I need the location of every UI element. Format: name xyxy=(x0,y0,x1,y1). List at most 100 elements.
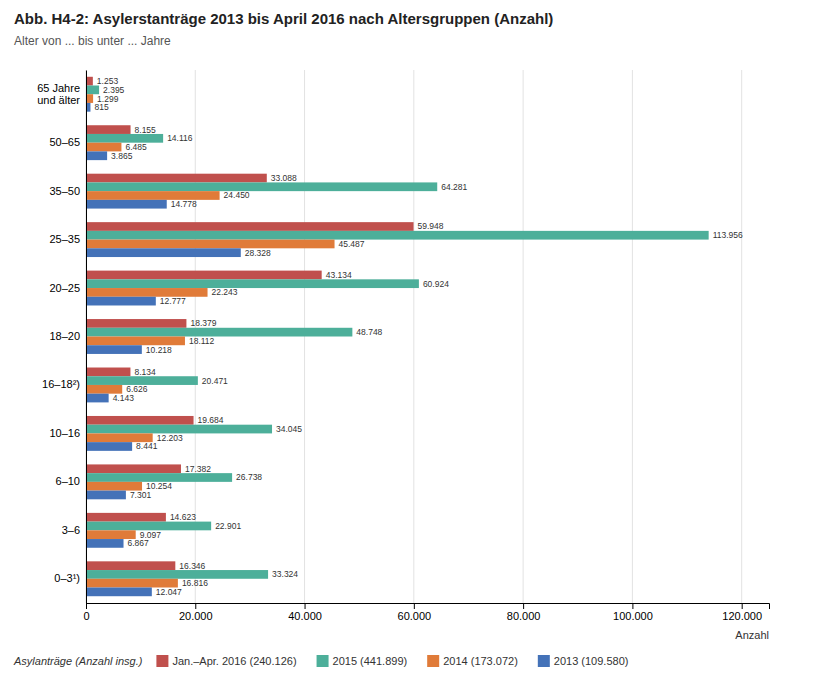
bar xyxy=(86,222,414,231)
data-label: 8.441 xyxy=(136,441,158,451)
legend-label: Jan.–Apr. 2016 (240.126) xyxy=(172,655,296,667)
x-tick-label: 20.000 xyxy=(179,610,213,622)
x-tick-mark xyxy=(86,603,87,609)
y-tick: 65 Jahreund älter xyxy=(37,82,86,106)
x-axis-line xyxy=(87,604,770,610)
bar xyxy=(86,77,93,86)
x-tick-label: 40.000 xyxy=(288,610,322,622)
data-label: 113.956 xyxy=(713,230,743,240)
data-label: 10.218 xyxy=(146,345,172,355)
data-label: 7.301 xyxy=(130,490,152,500)
grid-line xyxy=(741,70,742,603)
data-label: 24.450 xyxy=(224,190,250,200)
bar xyxy=(86,271,322,280)
y-tick: 35–50 xyxy=(49,185,86,197)
bar xyxy=(86,94,93,103)
bar xyxy=(86,394,109,403)
data-label: 26.738 xyxy=(236,472,262,482)
data-label: 14.778 xyxy=(171,199,197,209)
data-label: 19.684 xyxy=(198,415,224,425)
x-tick: 100.000 xyxy=(613,603,653,622)
y-tick: 18–20 xyxy=(49,330,86,342)
y-tick-label: 3–6 xyxy=(62,524,80,536)
legend-label: 2015 (441.899) xyxy=(333,655,408,667)
legend-swatch xyxy=(427,655,439,667)
data-label: 815 xyxy=(94,102,108,112)
bar xyxy=(86,279,419,288)
bar xyxy=(86,442,132,451)
bar xyxy=(86,491,126,500)
data-label: 8.155 xyxy=(135,125,157,135)
grid-line xyxy=(523,70,524,603)
subtitle: Alter von ... bis unter ... Jahre xyxy=(14,34,171,48)
bars xyxy=(86,77,709,596)
x-tick: 40.000 xyxy=(288,603,322,622)
bar xyxy=(86,328,352,337)
bar xyxy=(86,561,175,570)
bar xyxy=(86,248,241,257)
x-axis-label: Anzahl xyxy=(735,629,769,641)
y-axis: 0–3¹) 3–6 6–10 10–16 16–18²) 18–20 20–25 25–35 3… xyxy=(37,71,86,604)
data-label: 33.088 xyxy=(271,173,297,183)
data-label: 20.471 xyxy=(202,376,228,386)
y-axis-line xyxy=(86,71,87,604)
x-tick-label: 60.000 xyxy=(398,610,432,622)
x-tick-mark xyxy=(305,603,306,609)
y-tick: 20–25 xyxy=(49,282,86,294)
data-label: 12.203 xyxy=(157,433,183,443)
legend-swatch xyxy=(156,655,168,667)
y-tick-label: 0–3¹) xyxy=(54,572,80,584)
y-tick-label: 25–35 xyxy=(49,233,80,245)
data-label: 18.379 xyxy=(190,318,216,328)
data-label: 6.867 xyxy=(128,538,150,548)
x-tick: 120.000 xyxy=(722,603,762,622)
x-tick: 60.000 xyxy=(398,603,432,622)
legend-swatch xyxy=(317,655,329,667)
x-tick-label: 80.000 xyxy=(507,610,541,622)
x-tick-label: 100.000 xyxy=(613,610,653,622)
grid-line xyxy=(86,70,87,603)
title: Abb. H4-2: Asylerstanträge 2013 bis Apri… xyxy=(14,10,553,27)
y-tick-label: 16–18²) xyxy=(42,378,80,390)
y-tick: 25–35 xyxy=(49,233,86,245)
y-tick: 6–10 xyxy=(56,475,86,487)
y-tick: 50–65 xyxy=(49,136,86,148)
data-label: 14.116 xyxy=(167,133,193,143)
x-tick: 80.000 xyxy=(507,603,541,622)
bar xyxy=(86,297,156,306)
bar xyxy=(86,345,142,354)
legend: Asylanträge (Anzahl insg.)Jan.–Apr. 2016… xyxy=(13,655,628,667)
legend-label: 2013 (109.580) xyxy=(554,655,629,667)
data-label: 45.487 xyxy=(339,239,365,249)
x-tick: 0 xyxy=(83,603,89,622)
bar xyxy=(86,191,220,200)
bar xyxy=(86,587,152,596)
bar xyxy=(86,539,124,548)
bar xyxy=(86,174,267,183)
data-label: 16.816 xyxy=(182,578,208,588)
y-tick-label: 6–10 xyxy=(56,475,80,487)
y-tick-label: 50–65 xyxy=(49,136,80,148)
data-label: 22.243 xyxy=(212,287,238,297)
x-tick-label: 0 xyxy=(83,610,89,622)
data-label: 12.047 xyxy=(156,587,182,597)
data-label: 60.924 xyxy=(423,279,449,289)
y-tick: 0–3¹) xyxy=(54,572,86,584)
x-tick-mark xyxy=(195,603,196,609)
data-label: 48.748 xyxy=(356,327,382,337)
chart: Abb. H4-2: Asylerstanträge 2013 bis Apri… xyxy=(0,0,821,681)
data-label: 43.134 xyxy=(326,270,352,280)
data-label: 34.045 xyxy=(276,424,302,434)
data-label: 18.112 xyxy=(189,336,215,346)
data-label: 16.346 xyxy=(179,561,205,571)
y-tick-label: 10–16 xyxy=(49,427,80,439)
bar xyxy=(86,319,186,328)
bar xyxy=(86,125,131,134)
x-tick-mark xyxy=(523,603,524,609)
x-tick: 20.000 xyxy=(179,603,213,622)
y-tick-label: 35–50 xyxy=(49,185,80,197)
data-label: 64.281 xyxy=(441,182,467,192)
bar xyxy=(86,240,335,249)
x-tick-mark xyxy=(742,603,743,609)
bar xyxy=(86,570,268,579)
